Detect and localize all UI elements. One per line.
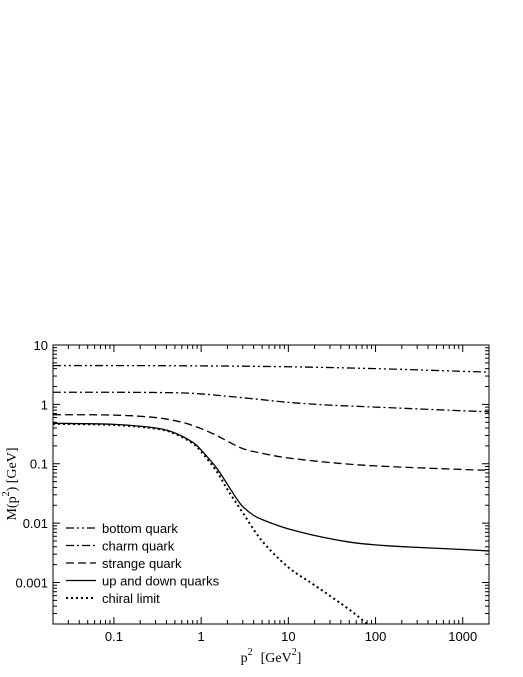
x-tick-label: 1 (198, 629, 205, 644)
x-tick-label: 10 (281, 629, 295, 644)
y-tick-label: 0.01 (23, 516, 48, 531)
y-tick-label: 0.1 (30, 457, 48, 472)
legend-label: strange quark (102, 556, 182, 571)
x-axis-label: p2 [GeV2] (241, 647, 302, 666)
series-line-strange-quark (53, 414, 489, 471)
x-tick-label: 100 (365, 629, 387, 644)
series-line-up-and-down-quarks (53, 422, 489, 552)
legend-label: up and down quarks (102, 574, 220, 589)
series-line-bottom-quark (53, 364, 489, 373)
series-layer (53, 364, 489, 624)
y-axis-label: M(p2) [GeV] (1, 447, 20, 520)
y-tick-label: 10 (34, 338, 48, 353)
y-tick-label: 1 (41, 397, 48, 412)
axis-ticks (52, 344, 490, 625)
legend-label: chiral limit (102, 591, 160, 606)
series-line-charm-quark (53, 391, 489, 413)
plot-frame (52, 344, 490, 625)
series-line-chiral-limit (53, 422, 368, 624)
legend-label: bottom quark (102, 521, 178, 536)
legend-label: charm quark (102, 539, 175, 554)
y-tick-label: 0.001 (15, 575, 48, 590)
legend: bottom quark charm quark strange quark up a… (66, 521, 220, 606)
x-tick-label: 1000 (448, 629, 477, 644)
x-tick-label: 0.1 (105, 629, 123, 644)
tick-labels: 0.1 1 10 100 1000 0.001 0.01 0.1 1 10 (15, 338, 477, 644)
